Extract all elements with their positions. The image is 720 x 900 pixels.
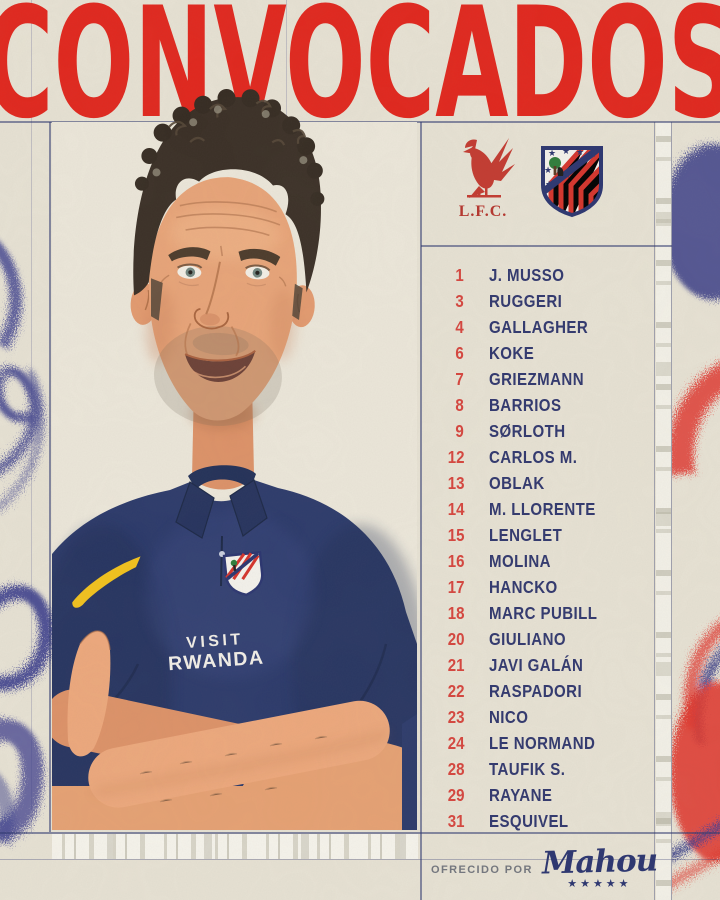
player-row: 8 BARRIOS bbox=[424, 392, 660, 418]
strip-border-right bbox=[671, 122, 672, 900]
player-number: 16 bbox=[447, 550, 464, 571]
svg-text:★: ★ bbox=[589, 150, 597, 160]
player-row: 24 LE NORMAND bbox=[424, 730, 660, 756]
player-number: 24 bbox=[447, 732, 464, 753]
player-row: 20 GIULIANO bbox=[424, 626, 660, 652]
player-number: 21 bbox=[447, 654, 464, 675]
player-row: 7 GRIEZMANN bbox=[424, 366, 660, 392]
right-ink-spray-decoration bbox=[672, 144, 720, 889]
rule-under-crests bbox=[421, 245, 672, 247]
player-name: KOKE bbox=[489, 342, 535, 363]
player-name: LE NORMAND bbox=[489, 732, 596, 753]
player-number: 15 bbox=[447, 524, 464, 545]
player-row: 12 CARLOS M. bbox=[424, 444, 660, 470]
squad-list: 1 J. MUSSO 3 RUGGERI 4 GALLAGHER 6 KOKE … bbox=[424, 262, 660, 834]
liverpool-crest-label: L.F.C. bbox=[458, 203, 508, 220]
player-number: 12 bbox=[447, 446, 464, 467]
player-name: GALLAGHER bbox=[489, 316, 589, 337]
player-number: 9 bbox=[455, 420, 464, 441]
player-name: OBLAK bbox=[489, 472, 545, 493]
player-name: MOLINA bbox=[489, 550, 551, 571]
player-name: ESQUIVEL bbox=[489, 810, 569, 831]
player-name: JAVI GALÁN bbox=[489, 654, 584, 675]
player-row: 23 NICO bbox=[424, 704, 660, 730]
player-row: 22 RASPADORI bbox=[424, 678, 660, 704]
player-row: 9 SØRLOTH bbox=[424, 418, 660, 444]
player-number: 22 bbox=[447, 680, 464, 701]
coach-portrait: VISIT RWANDA bbox=[52, 88, 417, 830]
player-number: 7 bbox=[455, 368, 464, 389]
rule-right-of-photo bbox=[420, 122, 422, 900]
player-row: 29 RAYANE bbox=[424, 782, 660, 808]
player-number: 31 bbox=[447, 810, 464, 831]
player-row: 21 JAVI GALÁN bbox=[424, 652, 660, 678]
atletico-crest: ★ ★ ★ ★★★ ★ bbox=[541, 146, 603, 218]
player-number: 14 bbox=[447, 498, 464, 519]
mahou-wordmark: Mahou bbox=[541, 841, 658, 882]
player-row: 14 M. LLORENTE bbox=[424, 496, 660, 522]
left-ink-spray-decoration bbox=[0, 241, 52, 845]
player-number: 23 bbox=[447, 706, 464, 727]
svg-text:★: ★ bbox=[563, 171, 571, 181]
player-number: 20 bbox=[447, 628, 464, 649]
player-name: J. MUSSO bbox=[489, 264, 565, 285]
player-number: 17 bbox=[447, 576, 464, 597]
sponsor-prefix: OFRECIDO POR bbox=[431, 864, 533, 876]
player-number: 3 bbox=[455, 290, 464, 311]
svg-text:★: ★ bbox=[545, 180, 553, 190]
svg-text:★: ★ bbox=[548, 149, 556, 159]
player-name: GRIEZMANN bbox=[489, 368, 585, 389]
player-name: RUGGERI bbox=[489, 290, 563, 311]
player-name: SØRLOTH bbox=[489, 420, 566, 441]
player-row: 16 MOLINA bbox=[424, 548, 660, 574]
player-number: 8 bbox=[455, 394, 464, 415]
player-name: CARLOS M. bbox=[489, 446, 578, 467]
player-number: 6 bbox=[455, 342, 464, 363]
bottom-registration-strip bbox=[52, 834, 418, 859]
player-name: LENGLET bbox=[489, 524, 563, 545]
player-row: 13 OBLAK bbox=[424, 470, 660, 496]
player-name: M. LLORENTE bbox=[489, 498, 596, 519]
player-name: MARC PUBILL bbox=[489, 602, 598, 623]
player-name: RAYANE bbox=[489, 784, 553, 805]
player-row: 3 RUGGERI bbox=[424, 288, 660, 314]
player-number: 4 bbox=[455, 316, 464, 337]
player-row: 6 KOKE bbox=[424, 340, 660, 366]
player-row: 15 LENGLET bbox=[424, 522, 660, 548]
player-number: 18 bbox=[447, 602, 464, 623]
player-number: 13 bbox=[447, 472, 464, 493]
player-name: HANCKO bbox=[489, 576, 558, 597]
svg-text:★: ★ bbox=[544, 166, 552, 176]
player-number: 28 bbox=[447, 758, 464, 779]
player-row: 1 J. MUSSO bbox=[424, 262, 660, 288]
liverpool-crest bbox=[463, 138, 515, 198]
player-number: 29 bbox=[447, 784, 464, 805]
player-name: BARRIOS bbox=[489, 394, 562, 415]
player-row: 17 HANCKO bbox=[424, 574, 660, 600]
player-name: TAUFIK S. bbox=[489, 758, 566, 779]
player-number: 1 bbox=[455, 264, 464, 285]
player-name: RASPADORI bbox=[489, 680, 583, 701]
player-row: 31 ESQUIVEL bbox=[424, 808, 660, 834]
player-name: GIULIANO bbox=[489, 628, 567, 649]
player-row: 18 MARC PUBILL bbox=[424, 600, 660, 626]
mahou-logo: Mahou ★★★★★ bbox=[541, 841, 658, 890]
sponsor-block: OFRECIDO POR Mahou ★★★★★ bbox=[418, 840, 670, 896]
player-row: 4 GALLAGHER bbox=[424, 314, 660, 340]
player-row: 28 TAUFIK S. bbox=[424, 756, 660, 782]
player-name: NICO bbox=[489, 706, 529, 727]
